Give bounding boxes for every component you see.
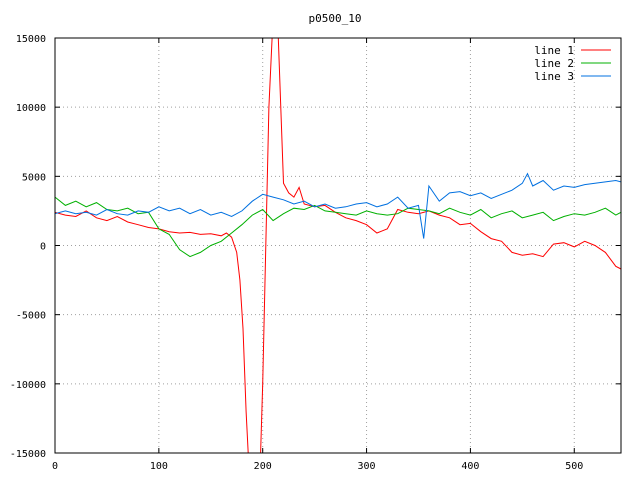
legend-label-3: line 3: [534, 70, 574, 83]
y-tick-label: -10000: [10, 380, 46, 391]
y-tick-label: 0: [40, 242, 46, 253]
axis-ticks: 0 100 200 300 400 500 -15000 -10000 -5000 0 5000 10…: [10, 34, 621, 472]
legend-label-2: line 2: [534, 57, 574, 70]
series-line-2: [55, 196, 621, 258]
x-tick-label: 200: [254, 461, 272, 472]
y-tick-label: -5000: [16, 311, 46, 322]
y-tick-label: 5000: [22, 172, 46, 183]
y-tick-label: 10000: [16, 103, 46, 114]
legend-label-1: line 1: [534, 44, 574, 57]
y-tick-label: 15000: [16, 34, 46, 45]
x-tick-label: 300: [358, 461, 376, 472]
series-group: [55, 38, 621, 453]
y-tick-label: -15000: [10, 449, 46, 460]
series-line-3: [55, 172, 621, 239]
x-tick-label: 400: [461, 461, 479, 472]
chart-title: p0500_10: [309, 12, 362, 25]
x-tick-label: 0: [52, 461, 58, 472]
x-tick-label: 500: [565, 461, 583, 472]
series-line-1: [55, 38, 621, 453]
grid: [55, 38, 621, 453]
x-tick-label: 100: [150, 461, 168, 472]
